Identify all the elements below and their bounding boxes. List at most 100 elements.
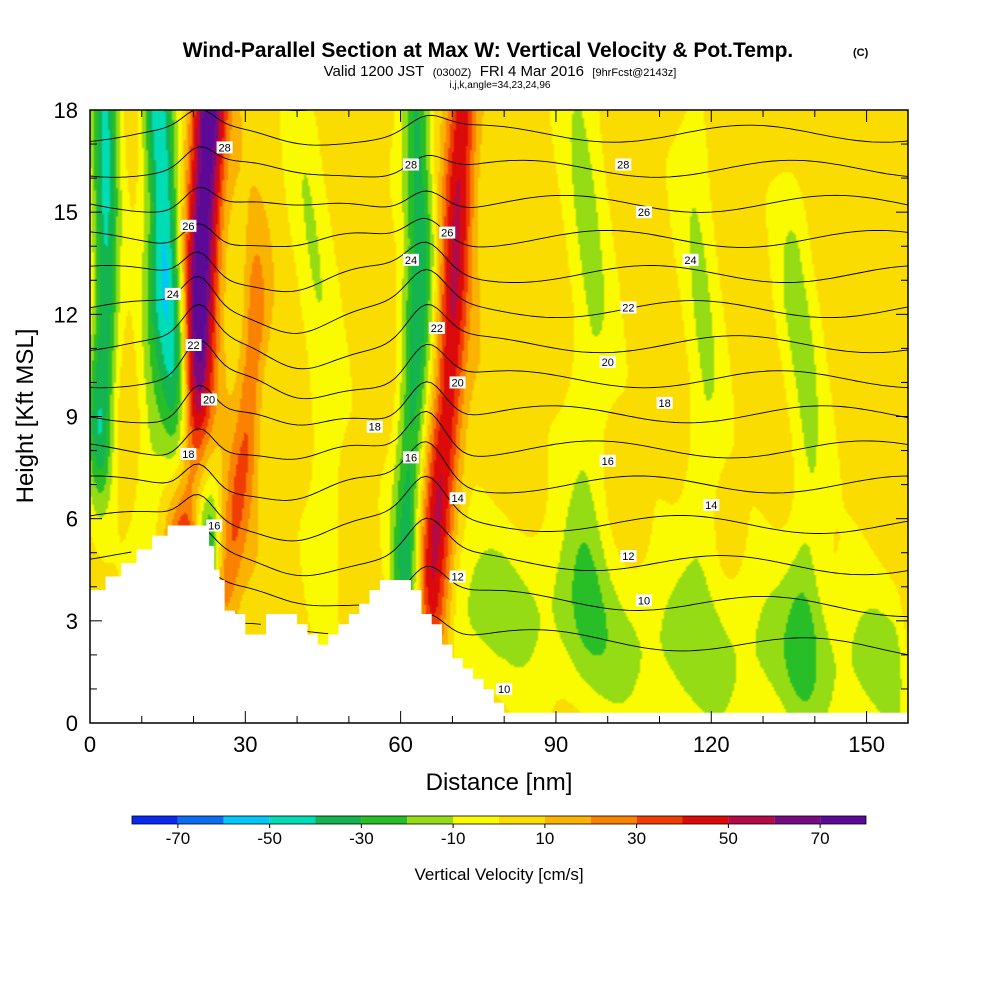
contour-label-text: 22 — [431, 323, 443, 335]
chart-title: Wind-Parallel Section at Max W: Vertical… — [183, 39, 794, 62]
subtitle-date: FRI 4 Mar 2016 — [480, 63, 584, 80]
x-tick-label: 150 — [848, 732, 885, 757]
colorbar: -70 -50 -30 -10 10 30 50 70 Vertical Velocity [… — [131, 815, 867, 884]
contour-label: 20 — [599, 356, 616, 369]
contour-label: 18 — [180, 447, 197, 461]
index-line: i,j,k,angle=34,23,24,96 — [450, 80, 551, 91]
contour-label: 18 — [366, 420, 383, 434]
contour-label-text: 16 — [405, 452, 417, 464]
potential-temperature-contours — [90, 110, 908, 656]
y-tick-label: 3 — [66, 609, 78, 634]
colorbar-tick-labels: -70 -50 -30 -10 10 30 50 70 — [166, 824, 830, 848]
isentrope-21 — [90, 218, 908, 248]
isentrope-15 — [90, 410, 908, 460]
axis-ticks — [89, 109, 908, 724]
x-axis-label: Distance [nm] — [426, 769, 573, 796]
isentrope-23 — [90, 146, 908, 178]
contour-label: 28 — [615, 158, 632, 171]
colorbar-swatch — [544, 816, 591, 824]
colorbar-swatch — [453, 816, 499, 824]
contour-label-text: 14 — [705, 500, 717, 512]
x-tick-label: 0 — [84, 732, 96, 757]
contour-label-text: 26 — [182, 221, 194, 233]
contour-label-text: 20 — [451, 377, 463, 389]
contour-label: 22 — [185, 338, 202, 352]
contour-label: 14 — [449, 492, 466, 505]
contour-label: 20 — [449, 376, 466, 389]
colorbar-swatch — [407, 816, 454, 824]
colorbar-swatches — [131, 815, 867, 825]
title-block: Wind-Parallel Section at Max W: Vertical… — [183, 39, 869, 91]
contour-label-text: 16 — [208, 520, 220, 532]
x-tick-label: 120 — [693, 732, 730, 757]
y-tick-label: 9 — [66, 405, 78, 430]
y-tick-label: 0 — [66, 711, 78, 736]
contour-label-text: 16 — [602, 456, 614, 468]
contour-label: 12 — [620, 550, 637, 563]
contour-label: 10 — [496, 682, 513, 696]
x-axis: 0 30 60 90 120 150 Distance [nm] — [84, 732, 885, 796]
colorbar-swatch — [774, 816, 821, 824]
plot-area: 28 26 24 22 20 18 16 28 26 24 22 20 18 16 14 12 10 28 26 24… — [89, 109, 909, 724]
isentrope-12 — [90, 517, 908, 577]
colorbar-swatch — [132, 816, 178, 824]
contour-label-text: 24 — [684, 255, 696, 267]
isentrope-19 — [90, 269, 908, 334]
colorbar-swatch — [636, 816, 683, 824]
colorbar-swatch — [499, 816, 545, 824]
isentrope-22 — [90, 187, 908, 213]
contour-label-text: 22 — [187, 340, 199, 352]
x-tick-label: 60 — [388, 732, 412, 757]
colorbar-swatch — [361, 816, 408, 824]
subtitle-forecast: [9hrFcst@2143z] — [592, 67, 676, 79]
contour-label-text: 22 — [622, 303, 634, 315]
contour-label-text: 18 — [369, 422, 381, 434]
contour-label-text: 12 — [622, 551, 634, 563]
terrain-mask — [90, 525, 908, 723]
colorbar-swatch — [820, 816, 866, 824]
isentrope-24 — [90, 110, 908, 146]
contour-label: 16 — [206, 519, 223, 532]
contour-label: 16 — [402, 451, 419, 464]
y-axis: 0 3 6 9 12 15 18 Height [Kft MSL] — [12, 98, 78, 736]
contour-label: 22 — [620, 301, 637, 315]
isentrope-18 — [90, 303, 908, 370]
contour-label-text: 10 — [498, 684, 510, 696]
isentrope-13 — [90, 475, 908, 542]
contour-label-text: 26 — [441, 228, 453, 240]
contour-labels: 28 26 24 22 20 18 16 28 26 24 22 20 18 16 14 12 10 28 26 24… — [164, 141, 720, 696]
contour-label-text: 10 — [638, 595, 650, 607]
y-axis-label: Height [Kft MSL] — [12, 329, 39, 504]
colorbar-tick-label: 50 — [719, 829, 738, 848]
isentrope-17 — [90, 339, 908, 400]
contour-label-text: 28 — [617, 159, 629, 171]
colorbar-swatch — [269, 816, 316, 824]
contour-label-text: 26 — [638, 207, 650, 219]
colorbar-swatch — [682, 816, 729, 824]
colorbar-tick-label: 70 — [811, 829, 830, 848]
contour-label-text: 24 — [167, 289, 179, 301]
colorbar-swatch — [315, 816, 362, 824]
colorbar-tick-label: -70 — [166, 829, 191, 848]
subtitle-utc: (0300Z) — [433, 67, 472, 79]
contour-label-text: 28 — [405, 159, 417, 171]
contour-label: 10 — [635, 594, 652, 607]
colorbar-swatch — [223, 816, 270, 824]
isentrope-16 — [90, 381, 908, 426]
contour-label: 26 — [439, 226, 456, 240]
y-tick-label: 15 — [54, 200, 78, 225]
contour-label: 16 — [599, 454, 616, 468]
contour-label: 26 — [180, 219, 197, 233]
x-tick-label: 30 — [233, 732, 257, 757]
contour-label: 22 — [428, 321, 445, 335]
colorbar-tick-label: 30 — [627, 829, 646, 848]
contour-label: 24 — [164, 287, 181, 301]
contour-label: 28 — [402, 158, 419, 171]
contour-label: 24 — [682, 253, 699, 267]
colorbar-swatch — [728, 816, 775, 824]
contour-label-text: 20 — [602, 357, 614, 369]
y-tick-label: 12 — [54, 302, 78, 327]
contour-label: 24 — [402, 253, 419, 267]
colorbar-label: Vertical Velocity [cm/s] — [414, 865, 583, 884]
